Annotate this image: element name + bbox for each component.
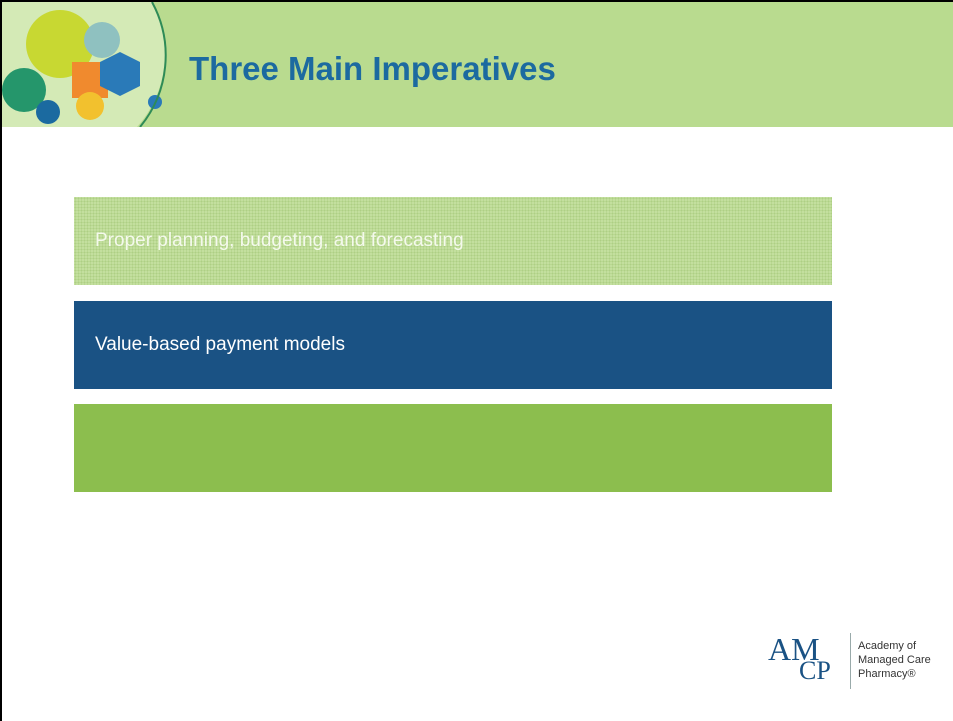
header-icons bbox=[2, 2, 177, 127]
icon bbox=[36, 100, 60, 124]
slide: Three Main Imperatives Proper planning, … bbox=[0, 0, 953, 721]
logo-text: Academy of Managed Care Pharmacy® bbox=[858, 639, 931, 681]
logo-line: Managed Care bbox=[858, 653, 931, 667]
slide-title: Three Main Imperatives bbox=[189, 50, 556, 88]
header-bar: Three Main Imperatives bbox=[2, 2, 953, 127]
imperative-text: Proper planning, budgeting, and forecast… bbox=[95, 230, 464, 251]
icon bbox=[84, 22, 120, 58]
imperative-box: Proper planning, budgeting, and forecast… bbox=[74, 197, 832, 285]
imperative-box bbox=[74, 404, 832, 492]
logo-mark: CP bbox=[799, 656, 831, 686]
icon bbox=[76, 92, 104, 120]
imperative-box: Value-based payment models bbox=[74, 301, 832, 389]
logo-divider bbox=[850, 633, 851, 689]
logo-line: Academy of bbox=[858, 639, 931, 653]
logo: AM CP Academy of Managed Care Pharmacy® bbox=[762, 629, 942, 693]
logo-line: Pharmacy® bbox=[858, 667, 931, 681]
imperative-text: Value-based payment models bbox=[95, 334, 345, 355]
